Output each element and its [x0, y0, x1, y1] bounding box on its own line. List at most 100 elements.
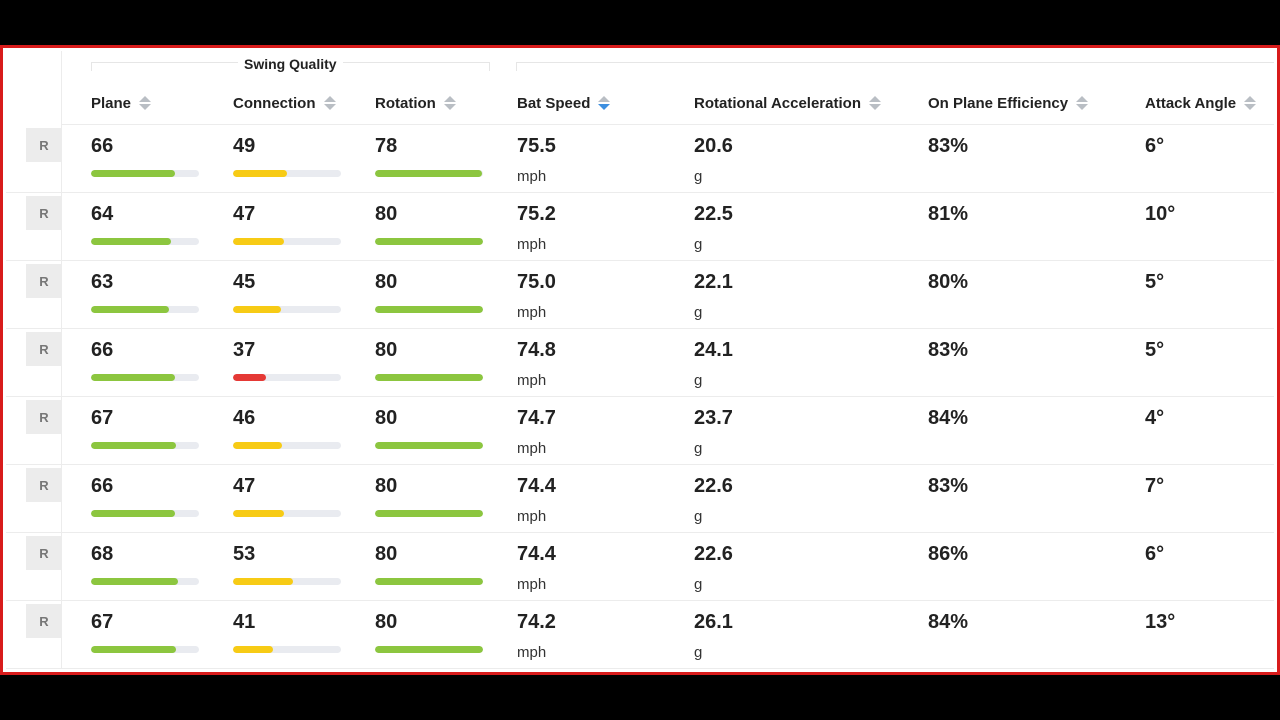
column-header-rotation[interactable]: Rotation [375, 89, 456, 117]
plane-score: 64 [91, 203, 114, 225]
connection-bar [233, 578, 341, 585]
rotational-acceleration-value: 22.5 [694, 203, 733, 225]
handedness-badge: R [26, 468, 62, 502]
rotation-bar [375, 578, 483, 585]
on-plane-efficiency-value: 80% [928, 271, 969, 293]
swing-table: Swing Quality Plane Connection Rotation … [6, 51, 1274, 669]
rotational-acceleration-unit: g [694, 168, 703, 185]
table-row[interactable]: R 64 47 80 75.2 mph 22.5 g 81% 10° [6, 193, 1274, 261]
bat-speed-value: 74.2 [517, 611, 556, 633]
bat-speed-value: 74.4 [517, 475, 556, 497]
rotation-score: 80 [375, 339, 398, 361]
rotation-bar-fill [375, 510, 483, 517]
sort-icon[interactable] [1244, 96, 1257, 110]
plane-bar [91, 578, 199, 585]
rotation-bar-fill [375, 170, 482, 177]
column-header-attack-angle[interactable]: Attack Angle [1145, 89, 1257, 117]
connection-bar-fill [233, 306, 281, 313]
rotation-score: 78 [375, 135, 398, 157]
group-bracket-right [489, 62, 490, 71]
plane-score: 66 [91, 475, 114, 497]
rotational-acceleration-unit: g [694, 440, 703, 457]
rotational-acceleration-value: 24.1 [694, 339, 733, 361]
rotation-bar [375, 442, 483, 449]
plane-score: 67 [91, 611, 114, 633]
rotational-acceleration-value: 22.6 [694, 475, 733, 497]
rotational-acceleration-unit: g [694, 508, 703, 525]
connection-score: 47 [233, 475, 256, 497]
table-row[interactable]: R 66 49 78 75.5 mph 20.6 g 83% 6° [6, 125, 1274, 193]
column-header-rotational-acceleration[interactable]: Rotational Acceleration [694, 89, 881, 117]
rotation-bar [375, 170, 483, 177]
table-row[interactable]: R 63 45 80 75.0 mph 22.1 g 80% 5° [6, 261, 1274, 329]
attack-angle-value: 6° [1145, 135, 1165, 157]
column-label: Connection [233, 94, 316, 112]
bat-speed-unit: mph [517, 644, 547, 661]
sort-icon[interactable] [868, 96, 881, 110]
connection-bar-fill [233, 510, 284, 517]
handedness-badge: R [26, 536, 62, 570]
on-plane-efficiency-value: 86% [928, 543, 969, 565]
plane-bar [91, 170, 199, 177]
plane-bar-fill [91, 442, 177, 449]
table-row[interactable]: R 67 41 80 74.2 mph 26.1 g 84% 13° [6, 601, 1274, 669]
connection-bar [233, 170, 341, 177]
rotation-bar-fill [375, 646, 483, 653]
rotation-score: 80 [375, 475, 398, 497]
connection-bar-fill [233, 238, 284, 245]
column-header-bat-speed[interactable]: Bat Speed [517, 89, 611, 117]
sort-icon[interactable] [139, 96, 152, 110]
connection-score: 46 [233, 407, 256, 429]
rotation-bar [375, 646, 483, 653]
connection-bar [233, 306, 341, 313]
connection-bar-fill [233, 374, 267, 381]
sort-icon[interactable] [323, 96, 336, 110]
bat-speed-value: 75.2 [517, 203, 556, 225]
rotation-bar [375, 510, 483, 517]
table-row[interactable]: R 68 53 80 74.4 mph 22.6 g 86% 6° [6, 533, 1274, 601]
column-label: Rotation [375, 94, 436, 112]
table-row[interactable]: R 67 46 80 74.7 mph 23.7 g 84% 4° [6, 397, 1274, 465]
plane-score: 66 [91, 135, 114, 157]
connection-score: 41 [233, 611, 256, 633]
rotational-acceleration-unit: g [694, 236, 703, 253]
connection-bar-fill [233, 646, 273, 653]
bat-speed-unit: mph [517, 508, 547, 525]
plane-bar [91, 238, 199, 245]
connection-score: 53 [233, 543, 256, 565]
rotation-bar [375, 306, 483, 313]
bat-speed-value: 75.0 [517, 271, 556, 293]
sort-descending-icon[interactable] [598, 96, 611, 110]
group-title: Swing Quality [238, 56, 343, 72]
table-row[interactable]: R 66 47 80 74.4 mph 22.6 g 83% 7° [6, 465, 1274, 533]
group-bracket-left [91, 62, 92, 71]
sort-icon[interactable] [443, 96, 456, 110]
connection-bar-fill [233, 170, 287, 177]
bat-speed-unit: mph [517, 576, 547, 593]
connection-bar-fill [233, 578, 294, 585]
on-plane-efficiency-value: 81% [928, 203, 969, 225]
sort-icon[interactable] [1076, 96, 1089, 110]
table-row[interactable]: R 66 37 80 74.8 mph 24.1 g 83% 5° [6, 329, 1274, 397]
connection-score: 37 [233, 339, 256, 361]
column-header-on-plane-efficiency[interactable]: On Plane Efficiency [928, 89, 1089, 117]
column-header-connection[interactable]: Connection [233, 89, 336, 117]
plane-score: 66 [91, 339, 114, 361]
column-label: On Plane Efficiency [928, 94, 1069, 112]
column-header-plane[interactable]: Plane [91, 89, 152, 117]
connection-bar [233, 374, 341, 381]
rotation-bar [375, 374, 483, 381]
handedness-badge: R [26, 332, 62, 366]
bat-speed-value: 75.5 [517, 135, 556, 157]
rotational-acceleration-value: 22.6 [694, 543, 733, 565]
plane-bar [91, 374, 199, 381]
rotation-score: 80 [375, 203, 398, 225]
column-label: Rotational Acceleration [694, 94, 861, 112]
rotational-acceleration-unit: g [694, 372, 703, 389]
bat-speed-unit: mph [517, 304, 547, 321]
rotation-bar-fill [375, 306, 483, 313]
rotation-bar-fill [375, 578, 483, 585]
header-divider [62, 124, 1274, 125]
group-bracket-line-2 [516, 62, 1274, 63]
plane-bar-fill [91, 510, 176, 517]
